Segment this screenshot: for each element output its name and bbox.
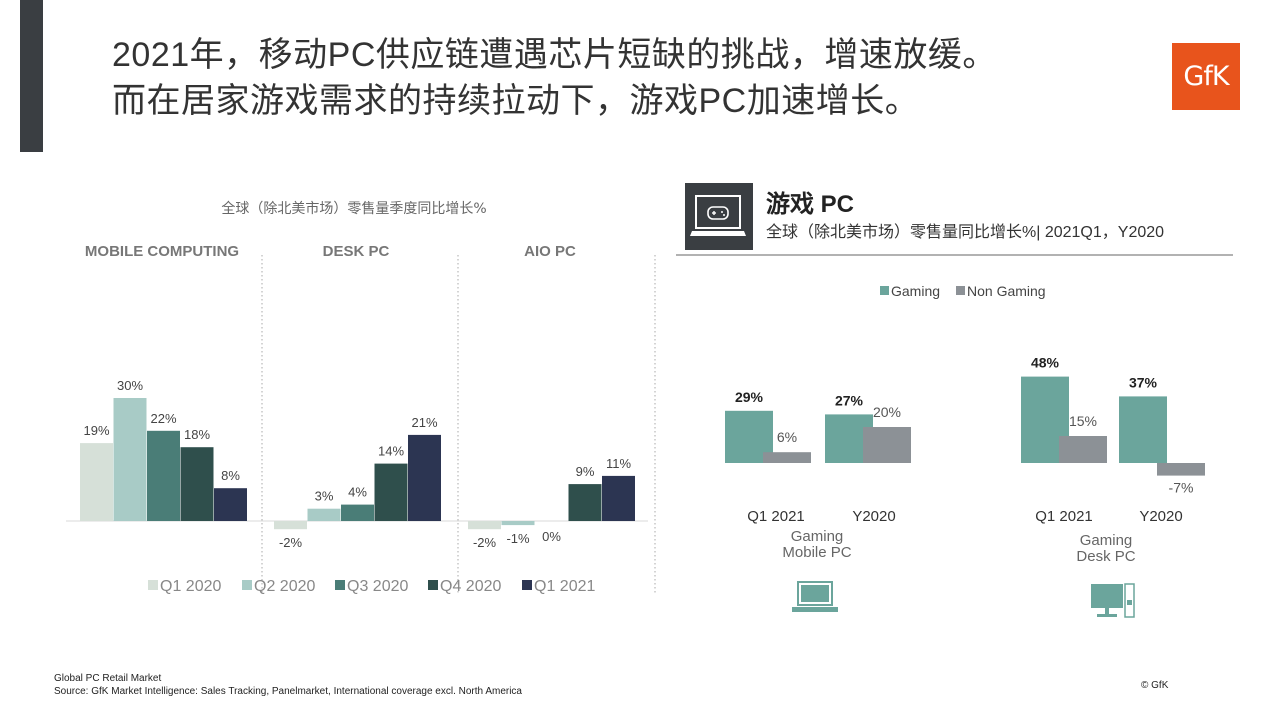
nongaming-label-0-0: 6% (777, 429, 797, 445)
bar-label-1-0: -2% (279, 535, 303, 550)
group-header-0: MOBILE COMPUTING (85, 243, 239, 260)
nongaming-label-0-1: 20% (873, 404, 901, 420)
nongaming-bar-0-0 (763, 452, 811, 463)
bar-0-3 (180, 447, 214, 521)
bar-label-2-0: -2% (473, 535, 497, 550)
nongaming-bar-0-1 (863, 427, 911, 463)
header-accent-bar (20, 0, 43, 152)
right-panel-subtitle: 全球（除北美市场）零售量同比增长%| 2021Q1，Y2020 (766, 223, 1164, 241)
bar-label-2-2: 0% (542, 529, 561, 544)
bar-label-2-3: 9% (576, 464, 595, 479)
bar-1-1 (307, 508, 341, 521)
bar-label-0-3: 18% (184, 427, 210, 442)
bar-0-1 (113, 398, 147, 521)
bar-0-4 (214, 488, 247, 521)
slide-title: 2021年，移动PC供应链遭遇芯片短缺的挑战，增速放缓。 而在居家游戏需求的持续… (112, 32, 997, 124)
legend-swatch-1 (242, 580, 252, 590)
copyright: © GfK (1141, 680, 1169, 691)
legend-swatch-4 (522, 580, 532, 590)
bar-label-1-4: 21% (411, 415, 437, 430)
group-name-0-0: Gaming (791, 528, 844, 545)
bar-1-4 (408, 434, 441, 521)
nongaming-bar-1-1 (1157, 463, 1205, 476)
title-line-1: 2021年，移动PC供应链遭遇芯片短缺的挑战，增速放缓。 (112, 36, 997, 74)
legend-label-3: Q4 2020 (440, 578, 501, 595)
legend-label-0: Q1 2020 (160, 578, 221, 595)
laptop-icon (792, 581, 838, 612)
desktop-icon (1091, 583, 1135, 618)
bar-label-1-1: 3% (315, 489, 334, 504)
legend-label-1: Q2 2020 (254, 578, 315, 595)
bar-1-0 (274, 521, 307, 530)
bar-label-0-4: 8% (221, 468, 240, 483)
gamepad-icon (690, 195, 746, 236)
category-label-1-1: Y2020 (1139, 508, 1182, 525)
bar-label-0-0: 19% (83, 423, 109, 438)
nongaming-bar-1-0 (1059, 436, 1107, 463)
gaming-label-0-1: 27% (835, 392, 864, 408)
gfk-logo: GfK (1172, 43, 1240, 110)
group-name-0-1: Mobile PC (782, 544, 851, 561)
bar-2-0 (468, 521, 501, 530)
right-legend-swatch-1 (956, 286, 965, 295)
footer-line-1: Global PC Retail Market (54, 673, 162, 684)
bar-label-1-3: 14% (378, 444, 404, 459)
group-header-1: DESK PC (323, 243, 390, 260)
bar-1-2 (341, 504, 374, 521)
right-panel-title: 游戏 PC (766, 190, 854, 218)
gfk-logo-text: GfK (1183, 61, 1229, 92)
legend-swatch-0 (148, 580, 158, 590)
bar-label-2-4: 11% (606, 456, 631, 471)
right-legend-label-0: Gaming (891, 283, 940, 299)
footer-source: Global PC Retail Market Source: GfK Mark… (54, 672, 522, 698)
right-legend-swatch-0 (880, 286, 889, 295)
right-legend-label-1: Non Gaming (967, 283, 1046, 299)
gaming-label-0-0: 29% (735, 389, 764, 405)
bar-1-3 (374, 463, 408, 521)
legend-swatch-3 (428, 580, 438, 590)
nongaming-label-1-0: 15% (1069, 413, 1097, 429)
bar-2-1 (501, 521, 535, 526)
gaming-bar-1-1 (1119, 396, 1167, 463)
legend-label-2: Q3 2020 (347, 578, 408, 595)
footer-line-2: Source: GfK Market Intelligence: Sales T… (54, 686, 522, 697)
gaming-label-1-0: 48% (1031, 355, 1060, 371)
title-line-2: 而在居家游戏需求的持续拉动下，游戏PC加速增长。 (112, 82, 920, 120)
category-label-0-0: Q1 2021 (747, 508, 805, 525)
group-name-1-1: Desk PC (1076, 548, 1135, 565)
group-header-2: AIO PC (524, 243, 576, 260)
bar-label-0-1: 30% (117, 378, 143, 393)
bar-2-3 (568, 484, 602, 521)
group-name-1-0: Gaming (1080, 532, 1133, 549)
bar-0-0 (80, 443, 113, 521)
bar-label-0-2: 22% (150, 411, 176, 426)
legend-swatch-2 (335, 580, 345, 590)
left-chart-title: 全球（除北美市场）零售量季度同比增长% (221, 200, 486, 217)
bar-label-2-1: -1% (506, 531, 530, 546)
bar-label-1-2: 4% (348, 485, 367, 500)
nongaming-label-1-1: -7% (1169, 480, 1194, 496)
bar-2-4 (602, 475, 635, 521)
category-label-1-0: Q1 2021 (1035, 508, 1093, 525)
legend-label-4: Q1 2021 (534, 578, 595, 595)
bar-0-2 (147, 430, 180, 521)
gaming-label-1-1: 37% (1129, 374, 1158, 390)
category-label-0-1: Y2020 (852, 508, 895, 525)
